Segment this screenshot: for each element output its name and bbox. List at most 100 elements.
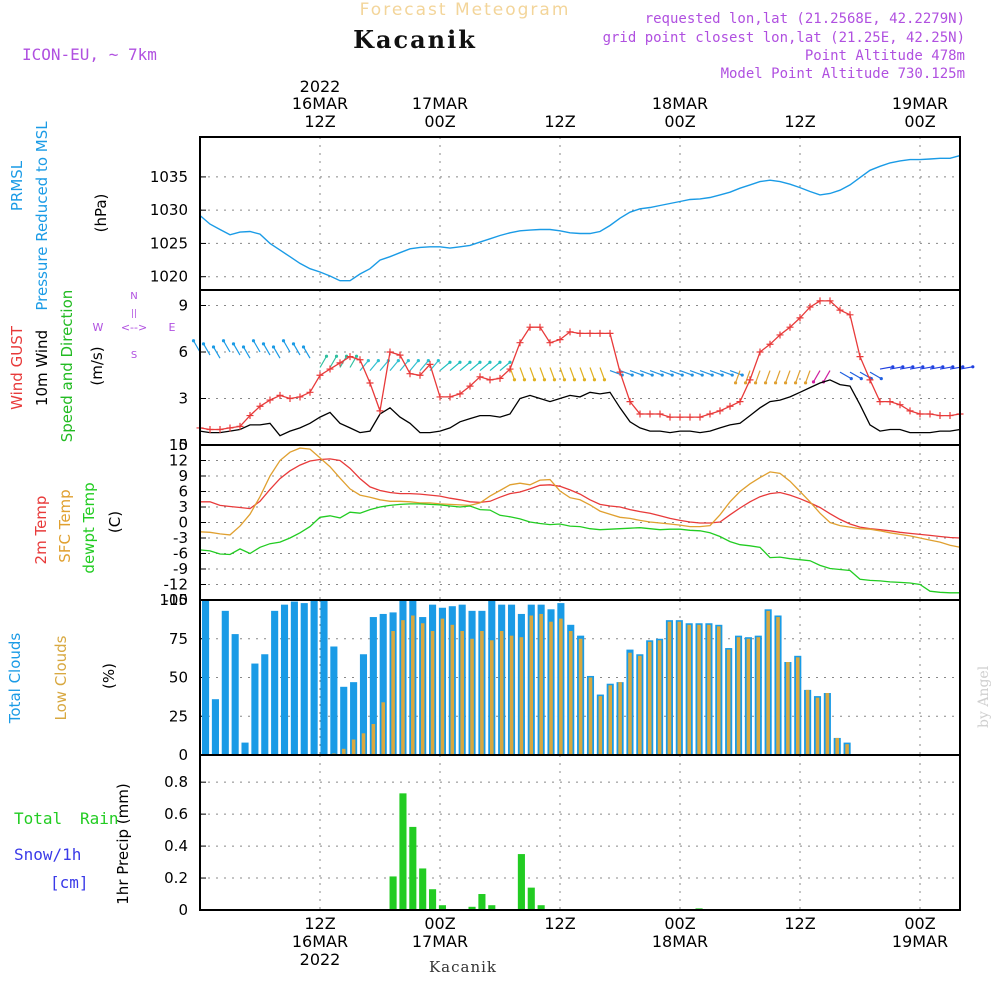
rain-bar bbox=[399, 793, 407, 910]
low-cloud-bar bbox=[499, 631, 504, 755]
total-cloud-bar bbox=[379, 613, 387, 755]
wind-direction-arrow bbox=[659, 370, 673, 376]
wind-direction-arrow bbox=[669, 370, 683, 376]
wind-gust-marker bbox=[376, 407, 384, 415]
wind-direction-arrow bbox=[764, 370, 771, 384]
wind-direction-arrow bbox=[469, 361, 481, 372]
panel-frame-precip bbox=[199, 754, 961, 911]
y-tick-label: -12 bbox=[164, 576, 189, 594]
total-cloud-bar bbox=[350, 682, 358, 755]
wind-arrow-head bbox=[468, 360, 472, 364]
low-cloud-bar bbox=[697, 624, 701, 755]
wind-arrow-head bbox=[522, 378, 527, 382]
wind-gust-marker bbox=[616, 368, 624, 376]
bottom-tick-date: 18MAR bbox=[652, 932, 708, 951]
low-cloud-bar bbox=[628, 652, 632, 755]
chart-title: Forecast Meteogram bbox=[360, 0, 571, 20]
wind-gust-marker bbox=[836, 306, 844, 314]
wind-arrow-head bbox=[753, 381, 758, 385]
low-cloud-bar bbox=[707, 624, 711, 755]
wind-arrow-head bbox=[488, 360, 492, 364]
wind-gust-marker bbox=[336, 359, 344, 367]
low-cloud-bar bbox=[381, 702, 385, 755]
wind-direction-arrow bbox=[192, 340, 201, 353]
y-tick-label: 0 bbox=[178, 436, 188, 454]
low-cloud-bar bbox=[766, 610, 770, 755]
total-cloud-bar bbox=[280, 604, 289, 755]
y-tick-label: 0 bbox=[178, 901, 188, 919]
wind-arrow-head bbox=[508, 360, 512, 364]
wind-direction-arrow bbox=[479, 361, 491, 372]
wind-direction-arrow bbox=[719, 370, 733, 376]
low-cloud-bar bbox=[618, 682, 622, 755]
wind-arrow-head bbox=[803, 381, 808, 385]
y-tick-label: 0.6 bbox=[164, 805, 188, 823]
wind-arrow-head bbox=[396, 359, 400, 363]
wind-arrow-head bbox=[512, 378, 517, 382]
pressure-line bbox=[199, 154, 961, 282]
wind-arrow-head bbox=[376, 359, 380, 363]
y-tick-label: 100 bbox=[159, 591, 188, 609]
wind-arrow-head bbox=[261, 342, 266, 346]
low-cloud-bar bbox=[391, 631, 395, 755]
wind-arrow-head bbox=[406, 359, 410, 363]
wind-direction-arrow bbox=[359, 360, 369, 371]
bottom-tick-date: 19MAR bbox=[892, 932, 948, 951]
total-clouds-label: Total Clouds bbox=[6, 633, 24, 725]
low-cloud-bar bbox=[736, 637, 741, 755]
wind-arrow-head bbox=[458, 360, 462, 364]
wind-gust-marker bbox=[276, 391, 284, 399]
wind-gust-marker bbox=[906, 407, 914, 415]
wind-arrow-head bbox=[951, 365, 955, 369]
wind-direction-arrow bbox=[804, 370, 811, 384]
wind-direction-arrow bbox=[339, 355, 348, 368]
top-tick-date: 18MAR bbox=[652, 94, 708, 113]
wind-direction-arrow bbox=[379, 360, 389, 371]
wind-direction-arrow bbox=[212, 346, 221, 359]
wind-direction-arrow bbox=[729, 370, 743, 376]
wind-direction-arrow bbox=[774, 370, 781, 384]
rain-bar bbox=[478, 894, 486, 910]
wind-direction-arrow bbox=[569, 367, 576, 380]
compass-arrow-v: || bbox=[131, 309, 137, 319]
wind-arrow-head bbox=[416, 359, 420, 363]
wind-direction-arrow bbox=[529, 367, 536, 380]
low-cloud-bar bbox=[717, 626, 721, 755]
temp-line-2 bbox=[199, 503, 960, 594]
wind-gust-marker bbox=[326, 365, 334, 373]
wind-speed-line bbox=[199, 379, 961, 437]
total-cloud-bar bbox=[231, 634, 239, 755]
low-cloud-bar bbox=[746, 638, 751, 755]
low-cloud-bar bbox=[371, 724, 376, 755]
wind-arrow-head bbox=[211, 345, 216, 349]
low-cloud-bar bbox=[460, 631, 464, 755]
y-tick-label: -6 bbox=[173, 545, 188, 563]
wind-arrow-head bbox=[700, 373, 704, 377]
rain-bar bbox=[468, 906, 476, 910]
low-cloud-bar bbox=[825, 693, 830, 755]
wind-arrow-head bbox=[730, 373, 734, 377]
model-altitude: Model Point Altitude 730.125m bbox=[721, 66, 965, 82]
wind-direction-arrow bbox=[639, 370, 653, 376]
wind-gust-marker bbox=[266, 396, 274, 404]
compass-n: N bbox=[130, 291, 137, 302]
wind-gust-marker bbox=[506, 365, 514, 373]
compass-w: W bbox=[93, 321, 104, 334]
bottom-tick-time: 00Z bbox=[904, 914, 935, 933]
wind-gust-marker bbox=[886, 398, 894, 406]
y-tick-label: 0.2 bbox=[164, 869, 188, 887]
wind-arrow-head bbox=[231, 342, 236, 346]
wind-direction-arrow bbox=[519, 367, 526, 380]
wind-gust-marker bbox=[876, 398, 884, 406]
wind-gust-marker bbox=[466, 382, 474, 390]
y-tick-label: 25 bbox=[169, 707, 188, 725]
total-cloud-bar bbox=[221, 610, 229, 755]
rain-bar bbox=[537, 905, 545, 910]
wind-direction-arrow bbox=[744, 370, 751, 384]
bottom-tick-time: 00Z bbox=[424, 914, 455, 933]
wind-direction-arrow bbox=[619, 370, 633, 376]
wind-direction-arrow bbox=[709, 370, 723, 376]
top-tick-date: 16MAR bbox=[292, 94, 348, 113]
